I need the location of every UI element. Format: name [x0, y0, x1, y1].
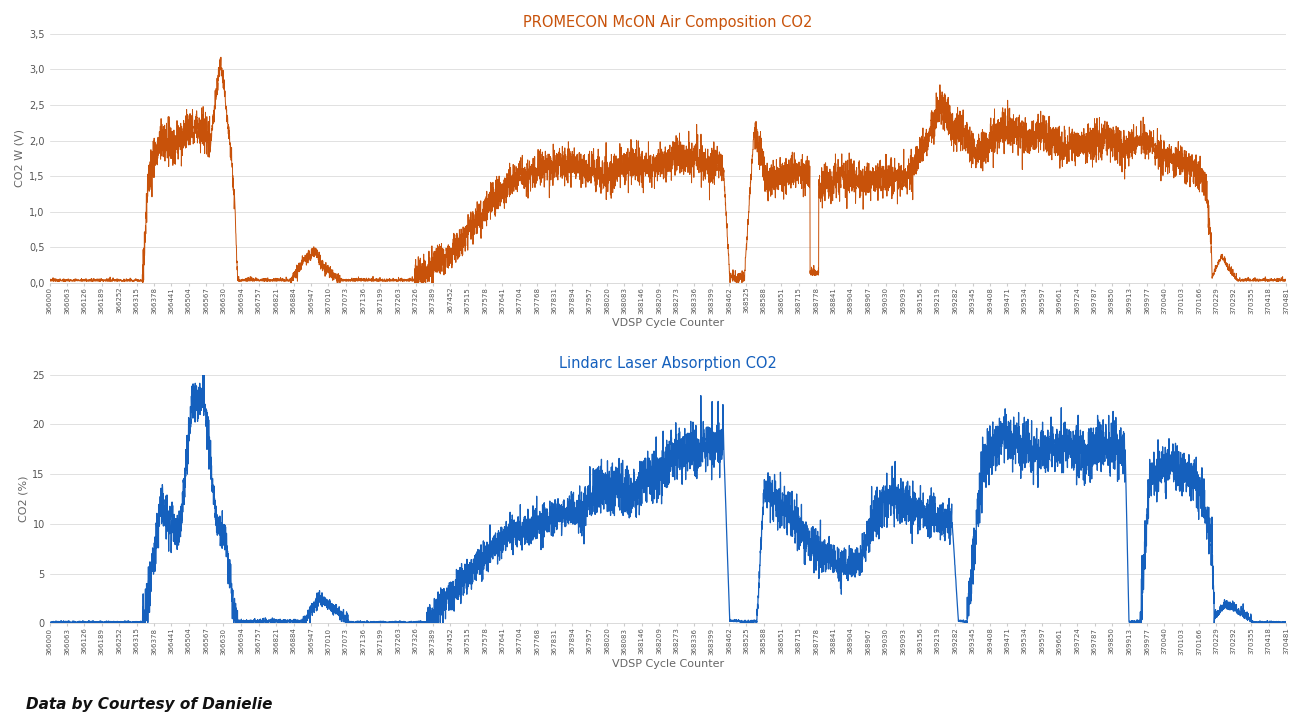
X-axis label: VDSP Cycle Counter: VDSP Cycle Counter: [612, 318, 724, 328]
Y-axis label: CO2 (%): CO2 (%): [18, 476, 29, 523]
Y-axis label: CO2 W (V): CO2 W (V): [16, 130, 25, 188]
X-axis label: VDSP Cycle Counter: VDSP Cycle Counter: [612, 659, 724, 669]
Title: PROMECON McON Air Composition CO2: PROMECON McON Air Composition CO2: [523, 15, 812, 30]
Title: Lindarc Laser Absorption CO2: Lindarc Laser Absorption CO2: [559, 356, 777, 371]
Text: Data by Courtesy of Danielie: Data by Courtesy of Danielie: [26, 697, 273, 712]
